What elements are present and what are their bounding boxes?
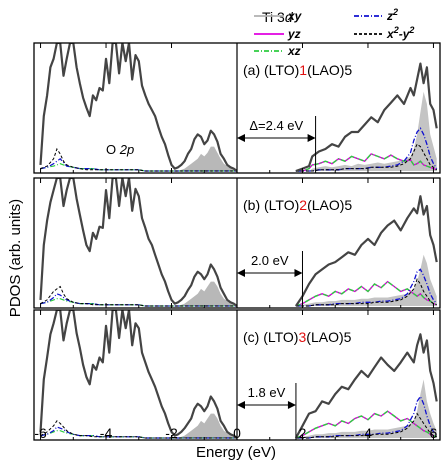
legend-title: Ti 3d — [262, 9, 294, 25]
panel-data — [39, 43, 438, 173]
panel-c: (c) (LTO)3(LAO)5 1.8 eV — [33, 309, 441, 441]
panel-label-prefix: (a) (LTO) — [243, 62, 299, 78]
y-axis-title: PDOS (arb. units) — [7, 199, 24, 317]
legend-label-part: xy — [287, 9, 303, 23]
ti-x2y2-line — [295, 278, 437, 307]
panel-label-layer-count: 2 — [299, 197, 307, 213]
panel-label-prefix: (b) (LTO) — [243, 197, 299, 213]
legend-label-z2: z2 — [386, 7, 398, 23]
panel-label: (a) (LTO)1(LAO)5 — [243, 62, 352, 78]
gap-value-label: 2.0 eV — [251, 253, 289, 268]
panel-label-prefix: (c) (LTO) — [243, 329, 298, 345]
o2p-line — [39, 310, 238, 439]
gap-arrow-head-right — [294, 269, 303, 277]
legend-label-xy: xy — [287, 9, 303, 23]
ti-x2y2-line — [295, 412, 437, 439]
legend-label-part: z — [386, 9, 393, 23]
legend-label-x2y2: x2-y2 — [386, 25, 414, 41]
panel-label-layer-count: 3 — [298, 329, 306, 345]
gap-value-label: 1.8 eV — [248, 385, 286, 400]
x-tick-label: -2 — [165, 425, 178, 441]
legend-label-part: x — [386, 27, 395, 41]
o2p-label-prefix: O — [106, 142, 120, 157]
legend-label-yz: yz — [287, 27, 301, 41]
x-tick-label: 0 — [233, 425, 241, 441]
legend-label-sup: 2 — [393, 25, 399, 35]
ti-x2y2-low-line — [40, 420, 237, 439]
ti-x2y2-line — [295, 143, 438, 172]
legend-label-sup: 2 — [408, 25, 414, 35]
x-tick-label: 2 — [299, 425, 307, 441]
panel-label-suffix: (LAO)5 — [307, 62, 352, 78]
ti-xy-fill-area — [295, 254, 437, 306]
panel-label: (c) (LTO)3(LAO)5 — [243, 329, 352, 345]
gap-arrow-head-right — [287, 401, 296, 409]
gap-arrow-head-left — [237, 269, 245, 277]
panel-label: (b) (LTO)2(LAO)5 — [243, 197, 352, 213]
ti-xy-fill-area — [295, 379, 437, 438]
x-tick-label: 4 — [364, 425, 372, 441]
panel-data — [39, 178, 438, 307]
panel-a: (a) (LTO)1(LAO)5 Δ=2.4 eV — [33, 42, 441, 174]
x-tick-labels: -6 -4 -2 0 2 4 6 — [34, 425, 437, 441]
legend-label-sup: 2 — [392, 7, 398, 17]
ti-xz-line — [295, 153, 437, 172]
gap-value-label: Δ=2.4 eV — [249, 118, 303, 133]
ti-total-line — [294, 195, 438, 307]
gap-arrow-head-right — [307, 134, 316, 142]
panel-label-layer-count: 1 — [299, 62, 307, 78]
ti-z2-low-line — [40, 157, 237, 172]
x-tick-label: -4 — [100, 425, 113, 441]
o2p-label-name: 2p — [119, 142, 134, 157]
legend-title-orbital: d — [285, 9, 294, 25]
o2p-fill-area — [178, 146, 237, 171]
o2p-fill-area — [178, 413, 237, 438]
x-tick-label: -6 — [34, 425, 47, 441]
panels: (a) (LTO)1(LAO)5Δ=2.4 eV(b) (LTO)2(LAO)5… — [33, 42, 441, 441]
legend-label-part: yz — [287, 27, 301, 41]
panel-data — [39, 310, 438, 439]
legend-label-part: xz — [287, 44, 301, 58]
ti-x2y2-low-line — [40, 147, 237, 172]
legend-label-part: -y — [399, 27, 411, 41]
panel-label-suffix: (LAO)5 — [307, 197, 352, 213]
o2p-line — [39, 43, 238, 172]
o2p-fill-area — [178, 281, 237, 306]
o2p-label: O 2p — [106, 142, 134, 157]
ti-total-line — [294, 333, 438, 439]
x-tick-label: 6 — [430, 425, 438, 441]
gap-arrow-head-left — [237, 134, 245, 142]
ti-total-line — [295, 62, 438, 173]
ti-xz-line — [295, 280, 437, 307]
o2p-line — [39, 178, 238, 307]
x-axis-title: Energy (eV) — [196, 444, 276, 461]
gap-arrow-head-left — [237, 401, 245, 409]
legend-title-prefix: Ti 3 — [262, 9, 285, 25]
legend-label-xz: xz — [287, 44, 301, 58]
ti-xz-line — [295, 410, 437, 439]
panel-b: (b) (LTO)2(LAO)5 2.0 eV — [33, 177, 441, 309]
ti-x2y2-low-line — [40, 285, 237, 307]
panel-label-suffix: (LAO)5 — [306, 329, 351, 345]
